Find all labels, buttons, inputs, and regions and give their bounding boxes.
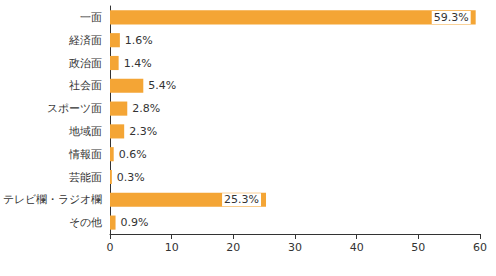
svg-text:0.3%: 0.3% [117, 171, 145, 184]
svg-text:30: 30 [288, 241, 302, 254]
svg-text:地域面: 地域面 [68, 125, 102, 138]
svg-text:1.6%: 1.6% [125, 34, 153, 47]
svg-text:2.8%: 2.8% [132, 102, 160, 115]
svg-text:経済面: 経済面 [68, 34, 102, 47]
svg-text:0.9%: 0.9% [121, 216, 149, 229]
svg-text:2.3%: 2.3% [129, 125, 157, 138]
svg-text:その他: その他 [69, 216, 102, 229]
svg-text:60: 60 [473, 241, 487, 254]
svg-text:政治面: 政治面 [69, 57, 102, 70]
svg-text:25.3%: 25.3% [224, 193, 259, 206]
svg-text:5.4%: 5.4% [148, 79, 176, 92]
svg-text:20: 20 [226, 241, 240, 254]
svg-text:情報面: 情報面 [68, 148, 102, 161]
svg-text:社会面: 社会面 [69, 79, 102, 92]
svg-text:一面: 一面 [80, 11, 102, 24]
svg-text:テレビ欄・ラジオ欄: テレビ欄・ラジオ欄 [3, 193, 102, 206]
svg-text:40: 40 [350, 241, 364, 254]
svg-text:59.3%: 59.3% [434, 11, 469, 24]
svg-text:スポーツ面: スポーツ面 [47, 102, 102, 115]
svg-text:1.4%: 1.4% [124, 57, 152, 70]
svg-text:0: 0 [107, 241, 114, 254]
svg-text:10: 10 [165, 241, 179, 254]
svg-text:50: 50 [411, 241, 425, 254]
svg-text:0.6%: 0.6% [119, 148, 147, 161]
svg-text:芸能面: 芸能面 [69, 171, 102, 184]
